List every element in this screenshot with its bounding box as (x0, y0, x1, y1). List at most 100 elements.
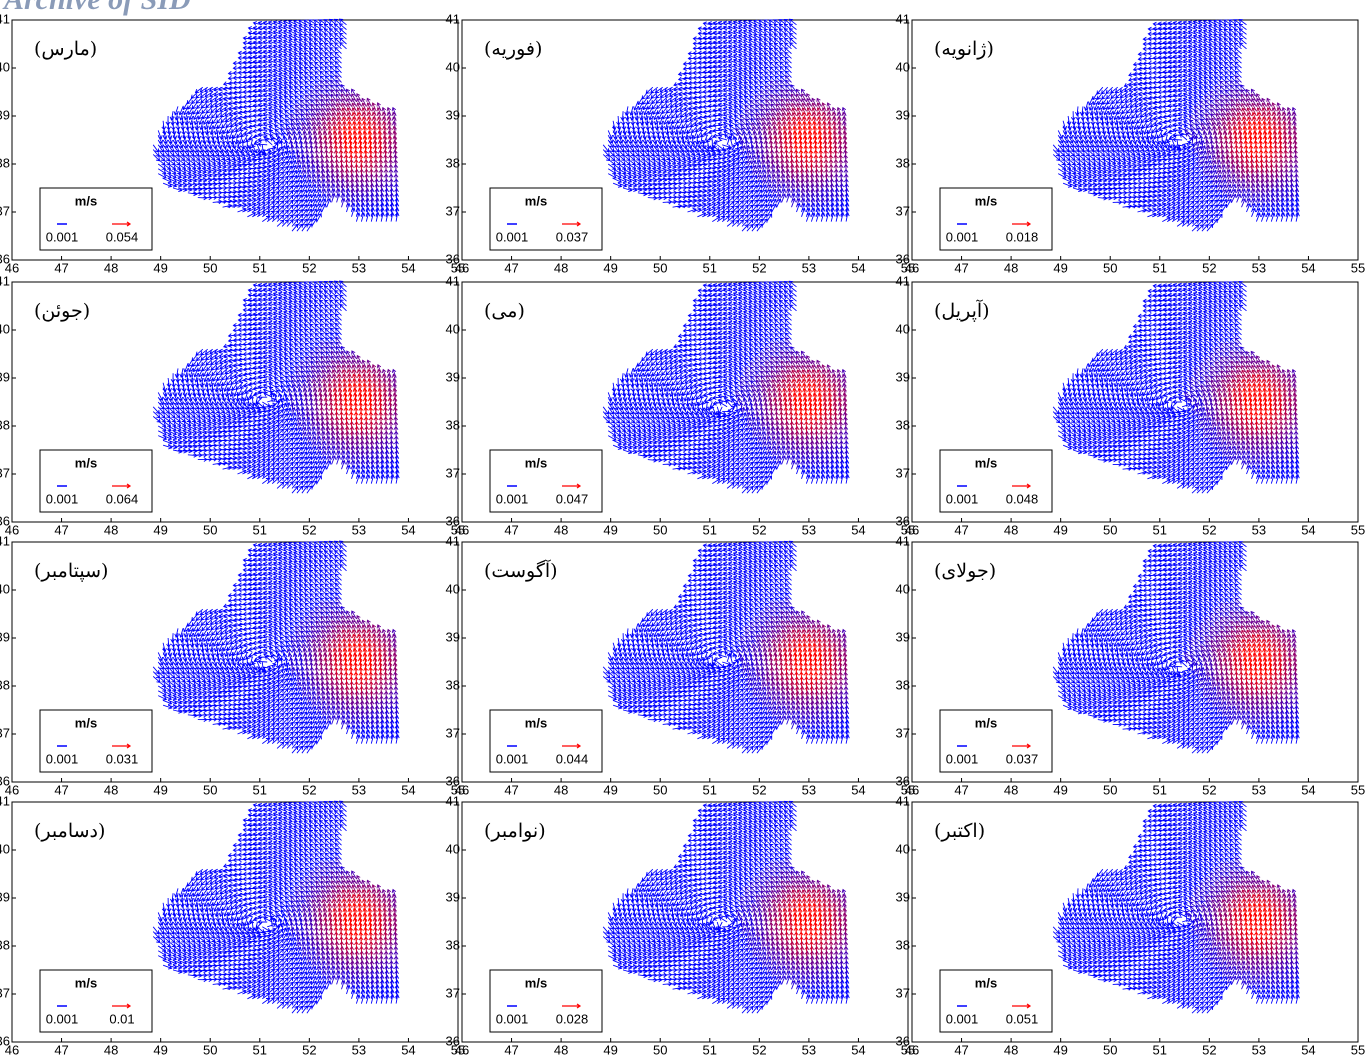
y-tick-label: 40 (446, 841, 460, 856)
y-tick-label: 40 (896, 841, 910, 856)
vector-field (792, 383, 823, 422)
x-tick-label: 54 (1301, 782, 1315, 797)
vector-field (767, 364, 848, 441)
panel-title: (سپتامبر) (34, 560, 108, 582)
x-tick-label: 49 (153, 1042, 167, 1057)
legend-min: 0.001 (496, 751, 529, 766)
x-tick-label: 46 (5, 522, 19, 537)
x-tick-label: 54 (401, 782, 415, 797)
x-tick-label: 46 (5, 1042, 19, 1057)
y-tick-label: 39 (0, 107, 10, 122)
legend-min: 0.001 (946, 751, 979, 766)
y-tick-label: 36 (446, 251, 460, 266)
y-tick-label: 41 (446, 273, 460, 288)
vector-field (735, 75, 849, 208)
x-tick-label: 54 (851, 782, 865, 797)
x-tick-label: 48 (554, 260, 568, 275)
vector-field (152, 280, 400, 494)
legend-arrow-max (1012, 483, 1032, 489)
y-tick-label: 37 (0, 465, 10, 480)
vector-field (1242, 121, 1274, 160)
x-tick-label: 51 (1153, 782, 1167, 797)
legend-max: 0.054 (106, 229, 139, 244)
y-tick-label: 39 (896, 369, 910, 384)
x-tick-label: 53 (1252, 260, 1266, 275)
x-tick-label: 54 (851, 522, 865, 537)
x-tick-label: 53 (352, 782, 366, 797)
y-tick-label: 39 (446, 107, 460, 122)
x-tick-label: 51 (253, 1042, 267, 1057)
y-tick-label: 36 (446, 513, 460, 528)
x-tick-label: 48 (554, 1042, 568, 1057)
vector-field (317, 624, 398, 701)
x-tick-label: 49 (1053, 522, 1067, 537)
legend-box (939, 449, 1053, 513)
legend-unit: m/s (975, 715, 997, 730)
panel-title: (جوئن) (34, 300, 90, 322)
x-tick-label: 53 (802, 782, 816, 797)
legend-unit: m/s (75, 455, 97, 470)
x-tick-label: 47 (954, 522, 968, 537)
x-tick-label: 55 (901, 1042, 915, 1057)
panel: 46 47 48 49 50 51 52 53 54 55363738394041(آگوست)m… (446, 533, 916, 797)
panel: 46 47 48 49 50 51 52 53 54 55363738394041(جولای)m… (896, 533, 1366, 797)
x-tick-label: 52 (1202, 1042, 1216, 1057)
y-tick-label: 37 (446, 725, 460, 740)
x-tick-label: 50 (1103, 522, 1117, 537)
x-tick-label: 50 (203, 1042, 217, 1057)
x-tick-label: 55 (1351, 1042, 1365, 1057)
x-tick-label: 53 (352, 260, 366, 275)
x-tick-label: 52 (302, 522, 316, 537)
x-tick-label: 49 (603, 260, 617, 275)
vector-field (323, 368, 393, 436)
panel-title: (مارس) (34, 38, 97, 60)
legend-box (489, 449, 603, 513)
panel-title: (فوریه) (484, 38, 542, 60)
x-tick-label: 55 (1351, 260, 1365, 275)
x-tick-label: 51 (253, 782, 267, 797)
legend-box (489, 187, 603, 251)
y-tick-label: 36 (0, 773, 10, 788)
legend-unit: m/s (525, 975, 547, 990)
x-tick-label: 51 (1153, 260, 1167, 275)
legend-min: 0.001 (946, 1011, 979, 1026)
legend-min: 0.001 (496, 1011, 529, 1026)
y-tick-label: 38 (896, 417, 910, 432)
x-tick-label: 54 (1301, 260, 1315, 275)
x-tick-label: 46 (905, 522, 919, 537)
y-tick-label: 39 (896, 889, 910, 904)
vector-field (736, 597, 850, 730)
vector-field (1217, 884, 1298, 961)
panel: 46474849505152535455363738394041(سپتامبر… (0, 533, 465, 797)
vector-field (1184, 75, 1300, 208)
legend-max: 0.044 (556, 751, 589, 766)
y-tick-label: 36 (896, 773, 910, 788)
x-tick-label: 49 (153, 782, 167, 797)
legend-max: 0.037 (1006, 751, 1039, 766)
panel-title: (می) (484, 300, 525, 322)
y-tick-label: 39 (0, 629, 10, 644)
legend-box (39, 969, 153, 1033)
legend-max: 0.048 (1006, 491, 1039, 506)
panel: 46 47 48 49 50 51 52 53 54 55363738394041(نوامبر)… (446, 793, 916, 1057)
legend-min: 0.001 (946, 491, 979, 506)
vector-field (761, 614, 849, 711)
vector-field (152, 800, 400, 1014)
panel-title: (اکتبر) (934, 820, 985, 842)
y-tick-label: 41 (0, 273, 10, 288)
vector-field (323, 628, 393, 696)
legend-unit: m/s (525, 455, 547, 470)
vector-field (1223, 369, 1293, 436)
y-tick-label: 37 (896, 203, 910, 218)
x-tick-label: 51 (253, 522, 267, 537)
vector-field (342, 121, 373, 160)
y-tick-label: 37 (0, 725, 10, 740)
y-tick-label: 38 (446, 937, 460, 952)
vector-field (772, 369, 843, 436)
legend-box (939, 969, 1053, 1033)
vector-field (286, 856, 399, 990)
x-tick-label: 48 (1004, 1042, 1018, 1057)
y-tick-label: 40 (0, 321, 10, 336)
x-tick-label: 55 (901, 260, 915, 275)
vector-field (1201, 88, 1299, 198)
